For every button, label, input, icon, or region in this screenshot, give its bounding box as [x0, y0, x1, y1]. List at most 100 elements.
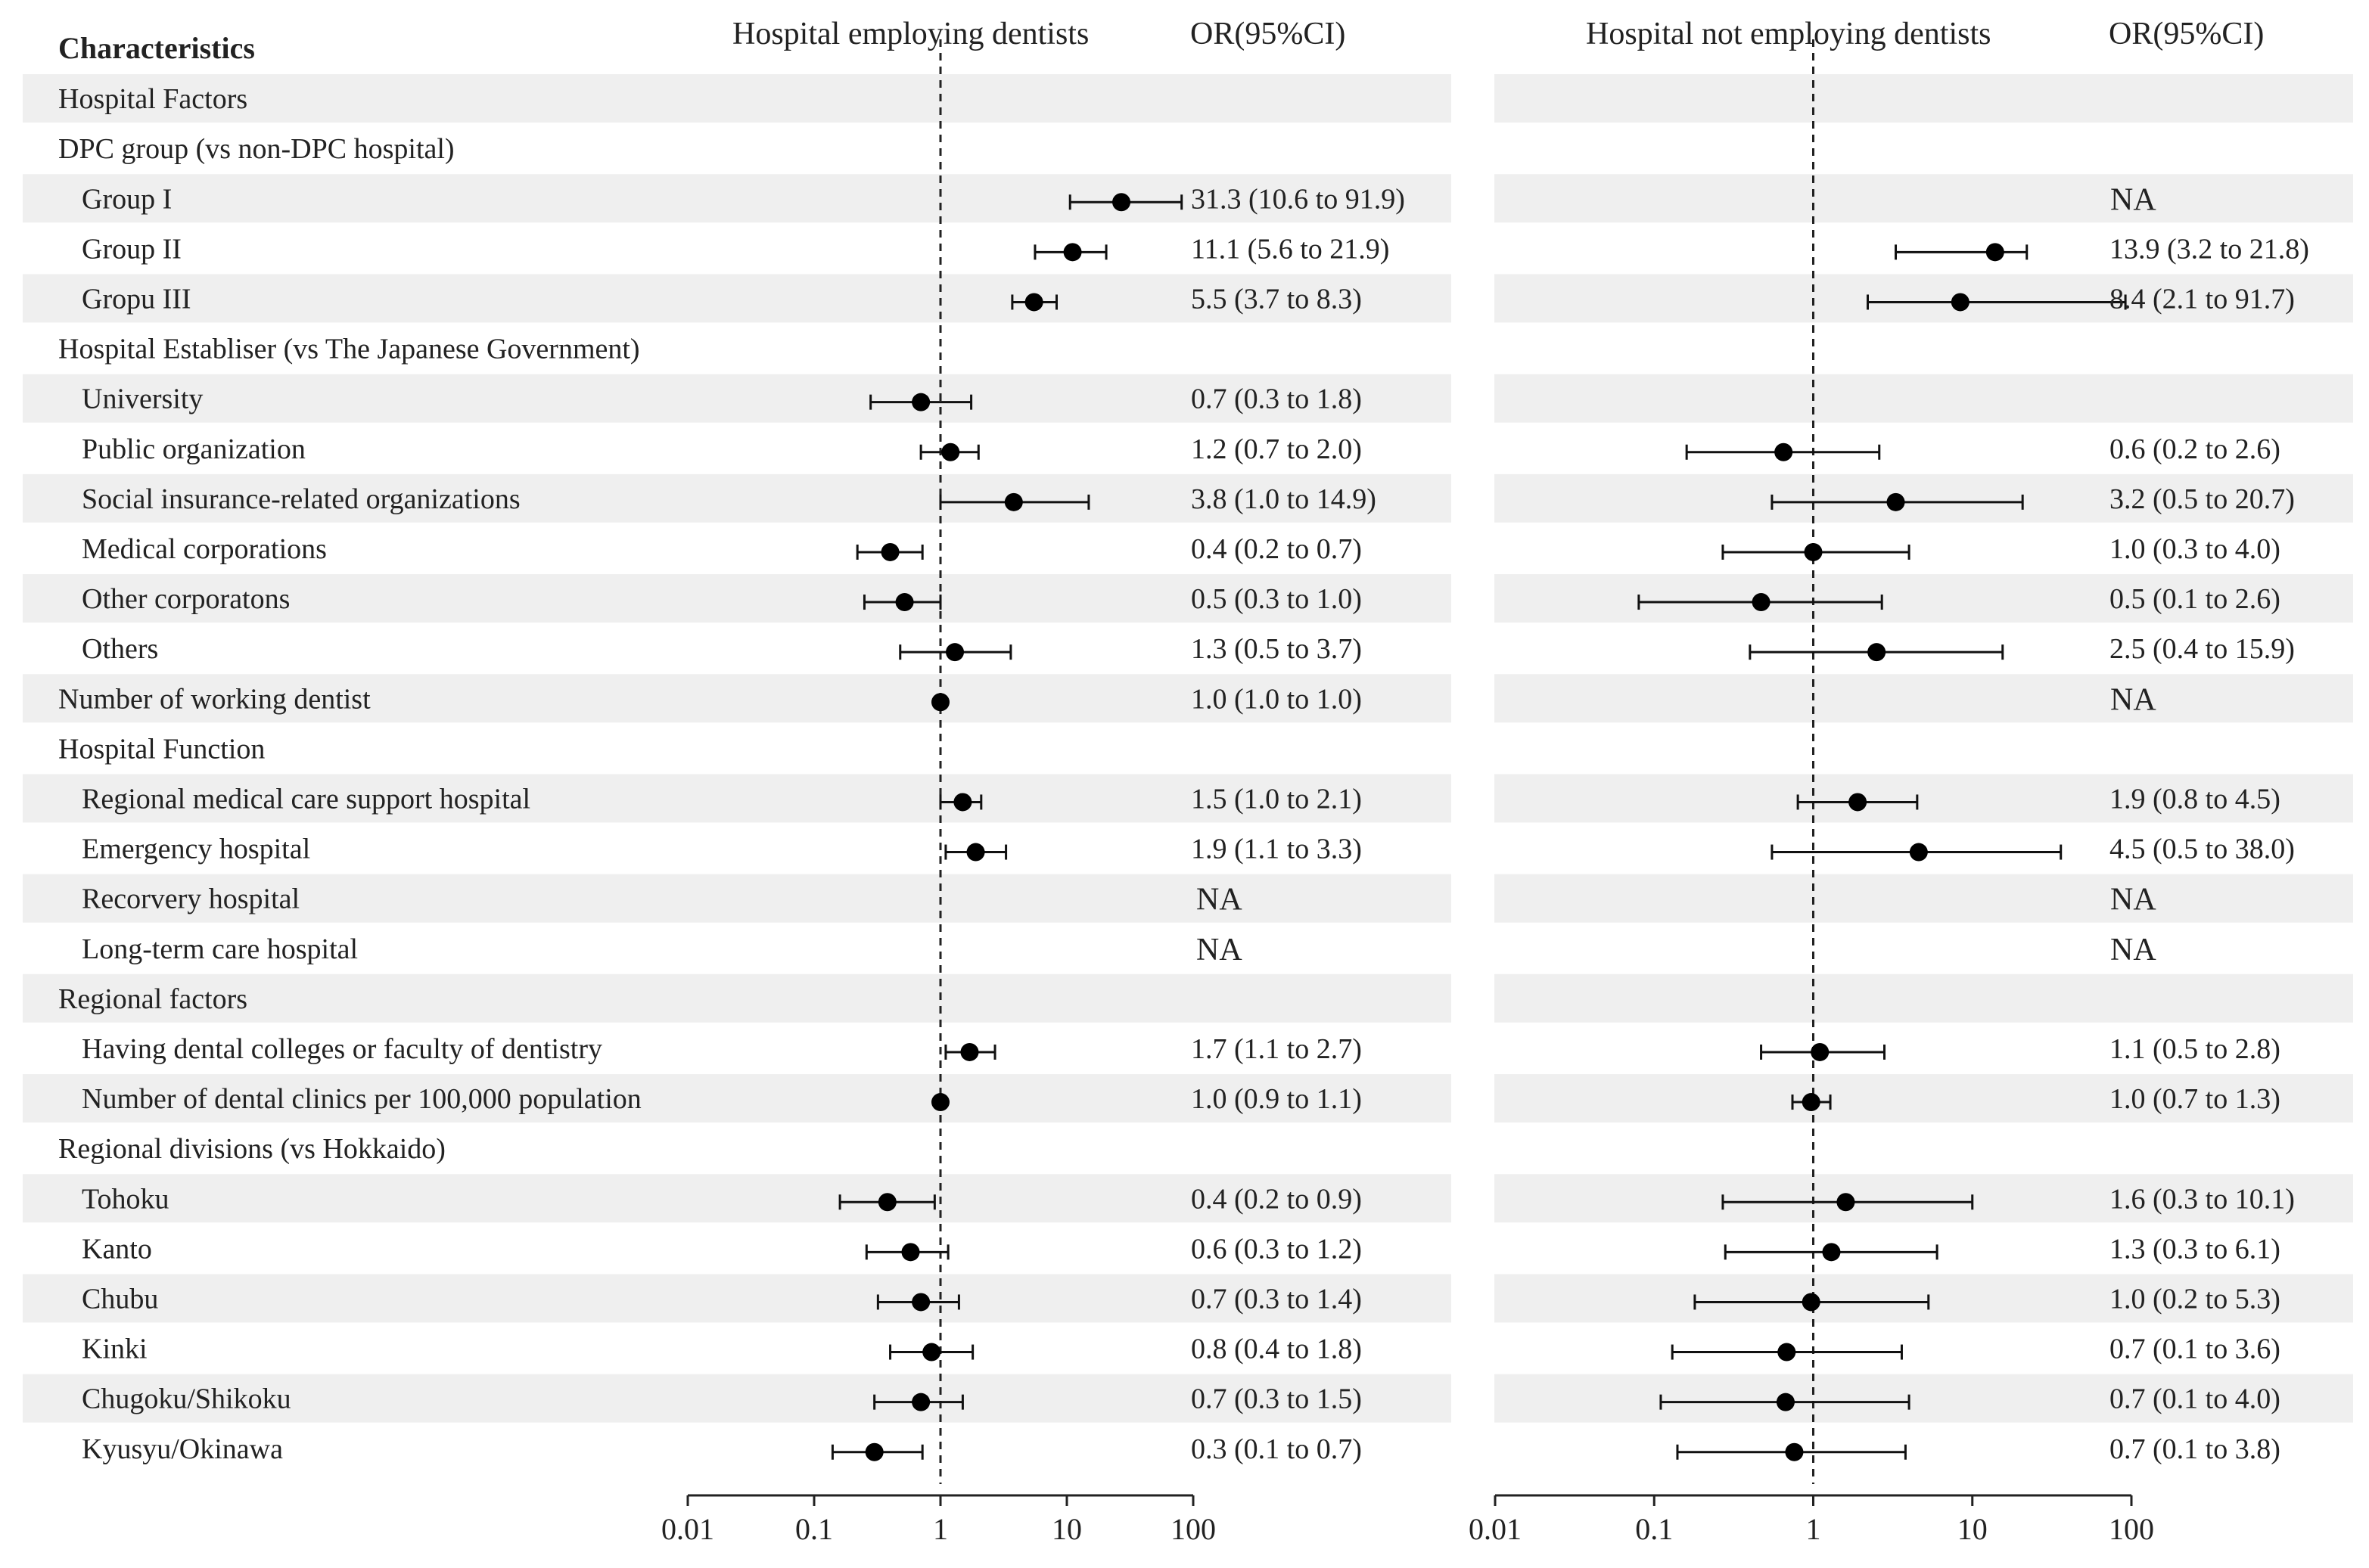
row-band-right-gropu-iii [1494, 274, 2353, 323]
right-or-text-other-corporatons: 0.5 (0.1 to 2.6) [2109, 583, 2280, 615]
row-band-left-other-corporatons [23, 574, 1451, 623]
row-label-emergency-hospital: Emergency hospital [82, 834, 310, 865]
left-or-text-regional-medical-care-support-hospital: 1.5 (1.0 to 2.1) [1191, 783, 1362, 815]
left-point-having-dental-colleges-or-faculty-of-dentistry [960, 1042, 979, 1061]
right-tick-label-10: 10 [1957, 1512, 1988, 1546]
row-band-left-regional-medical-care-support-hospital [23, 774, 1451, 823]
right-na-number-of-working-dentist: NA [2110, 682, 2156, 717]
left-point-tohoku [878, 1193, 897, 1212]
row-band-right-social-insurance-related-organizations [1494, 474, 2353, 523]
left-point-others [946, 643, 965, 662]
row-band-right-regional-medical-care-support-hospital [1494, 774, 2353, 823]
right-or-text-regional-medical-care-support-hospital: 1.9 (0.8 to 4.5) [2109, 783, 2280, 815]
estimate-marks [831, 193, 2127, 1461]
right-or-text-kinki: 0.7 (0.1 to 3.6) [2109, 1334, 2280, 1365]
right-point-number-of-dental-clinics-per-100-000-population [1802, 1093, 1820, 1112]
left-point-kanto [901, 1243, 920, 1262]
row-band-right-regional-factors [1494, 973, 2353, 1023]
left-or-text-chubu: 0.7 (0.3 to 1.4) [1191, 1283, 1362, 1315]
left-tick-label-0-01: 0.01 [661, 1512, 714, 1546]
left-point-medical-corporations [881, 542, 900, 561]
row-band-left-chubu [23, 1274, 1451, 1323]
left-or-text-tohoku: 0.4 (0.2 to 0.9) [1191, 1183, 1362, 1215]
right-or-text-group-ii: 13.9 (3.2 to 21.8) [2109, 233, 2309, 265]
right-point-public-organization [1774, 442, 1793, 461]
left-or-text-social-insurance-related-organizations: 3.8 (1.0 to 14.9) [1191, 483, 1376, 515]
left-or-text-chugoku-shikoku: 0.7 (0.3 to 1.5) [1191, 1383, 1362, 1415]
right-tick-label-0-1: 0.1 [1635, 1512, 1673, 1546]
row-label-hospital-factors: Hospital Factors [58, 83, 247, 115]
left-point-number-of-working-dentist [931, 693, 950, 712]
left-or-text-kinki: 0.8 (0.4 to 1.8) [1191, 1334, 1362, 1365]
right-point-social-insurance-related-organizations [1886, 492, 1905, 511]
right-na-long-term-care-hospital: NA [2110, 933, 2156, 967]
row-label-kyusyu-okinawa: Kyusyu/Okinawa [82, 1433, 283, 1465]
row-band-left-regional-factors [23, 973, 1451, 1023]
right-na-recorvery-hospital: NA [2110, 883, 2156, 918]
left-or-text-having-dental-colleges-or-faculty-of-dentistry: 1.7 (1.1 to 2.7) [1191, 1033, 1362, 1065]
row-band-left-recorvery-hospital [23, 874, 1451, 923]
right-or-text-public-organization: 0.6 (0.2 to 2.6) [2109, 433, 2280, 465]
left-tick-label-10: 10 [1052, 1512, 1082, 1546]
left-point-number-of-dental-clinics-per-100-000-population [931, 1093, 950, 1112]
right-point-kyusyu-okinawa [1785, 1442, 1804, 1461]
right-panel-title: Hospital not employing dentists [1586, 17, 1991, 51]
row-label-number-of-dental-clinics-per-100-000-population: Number of dental clinics per 100,000 pop… [82, 1083, 642, 1115]
column-headers: Characteristics Hospital employing denti… [58, 17, 2264, 65]
left-point-group-ii [1063, 243, 1082, 262]
left-or-text-number-of-dental-clinics-per-100-000-population: 1.0 (0.9 to 1.1) [1191, 1083, 1362, 1115]
row-band-left-group-i [23, 174, 1451, 223]
row-band-right-other-corporatons [1494, 574, 2353, 623]
row-label-having-dental-colleges-or-faculty-of-dentistry: Having dental colleges or faculty of den… [82, 1033, 602, 1065]
right-or-text-number-of-dental-clinics-per-100-000-population: 1.0 (0.7 to 1.3) [2109, 1083, 2280, 1115]
row-band-right-group-i [1494, 174, 2353, 223]
left-or-text-emergency-hospital: 1.9 (1.1 to 3.3) [1191, 834, 1362, 865]
right-tick-label-100: 100 [2109, 1512, 2154, 1546]
left-point-public-organization [941, 442, 960, 461]
right-na-group-i: NA [2110, 182, 2156, 217]
row-band-left-chugoku-shikoku [23, 1374, 1451, 1423]
right-or-text-having-dental-colleges-or-faculty-of-dentistry: 1.1 (0.5 to 2.8) [2109, 1033, 2280, 1065]
right-or-text-others: 2.5 (0.4 to 15.9) [2109, 633, 2295, 665]
right-point-medical-corporations [1804, 542, 1823, 561]
row-label-others: Others [82, 633, 158, 665]
right-point-chubu [1802, 1293, 1820, 1312]
row-band-left-number-of-working-dentist [23, 674, 1451, 723]
row-band-right-chubu [1494, 1274, 2353, 1323]
left-point-kinki [922, 1343, 941, 1362]
left-point-social-insurance-related-organizations [1004, 492, 1023, 511]
right-or-text-social-insurance-related-organizations: 3.2 (0.5 to 20.7) [2109, 483, 2295, 515]
right-point-group-ii [1985, 243, 2004, 262]
row-label-university: University [82, 383, 203, 415]
row-band-right-number-of-working-dentist [1494, 674, 2353, 723]
row-band-left-tohoku [23, 1174, 1451, 1223]
row-band-right-recorvery-hospital [1494, 874, 2353, 923]
right-or-text-kyusyu-okinawa: 0.7 (0.1 to 3.8) [2109, 1433, 2280, 1465]
right-or-text-kanto: 1.3 (0.3 to 6.1) [2109, 1233, 2280, 1265]
row-label-long-term-care-hospital: Long-term care hospital [82, 933, 358, 965]
row-band-right-university [1494, 374, 2353, 423]
left-panel-title: Hospital employing dentists [732, 17, 1089, 51]
left-or-text-kanto: 0.6 (0.3 to 1.2) [1191, 1233, 1362, 1265]
row-band-left-social-insurance-related-organizations [23, 474, 1451, 523]
left-or-text-medical-corporations: 0.4 (0.2 to 0.7) [1191, 533, 1362, 565]
row-label-medical-corporations: Medical corporations [82, 533, 327, 565]
row-label-tohoku: Tohoku [82, 1183, 169, 1215]
row-label-chubu: Chubu [82, 1283, 158, 1315]
right-or-text-medical-corporations: 1.0 (0.3 to 4.0) [2109, 533, 2280, 565]
left-or-text-group-ii: 11.1 (5.6 to 21.9) [1191, 233, 1389, 265]
row-label-dpc-group-vs-non-dpc-hospital: DPC group (vs non-DPC hospital) [58, 133, 455, 165]
left-point-emergency-hospital [966, 843, 985, 862]
row-label-kinki: Kinki [82, 1334, 148, 1365]
left-point-chugoku-shikoku [912, 1393, 931, 1411]
row-label-regional-divisions-vs-hokkaido: Regional divisions (vs Hokkaido) [58, 1133, 446, 1165]
row-band-left-number-of-dental-clinics-per-100-000-population [23, 1074, 1451, 1123]
row-label-hospital-establiser-vs-the-japanese-government: Hospital Establiser (vs The Japanese Gov… [58, 334, 640, 365]
row-label-hospital-function: Hospital Function [58, 733, 265, 765]
row-label-recorvery-hospital: Recorvery hospital [82, 883, 300, 915]
left-or-text-number-of-working-dentist: 1.0 (1.0 to 1.0) [1191, 683, 1362, 715]
row-band-right-chugoku-shikoku [1494, 1374, 2353, 1423]
row-label-public-organization: Public organization [82, 433, 306, 465]
row-band-right-hospital-factors [1494, 74, 2353, 123]
